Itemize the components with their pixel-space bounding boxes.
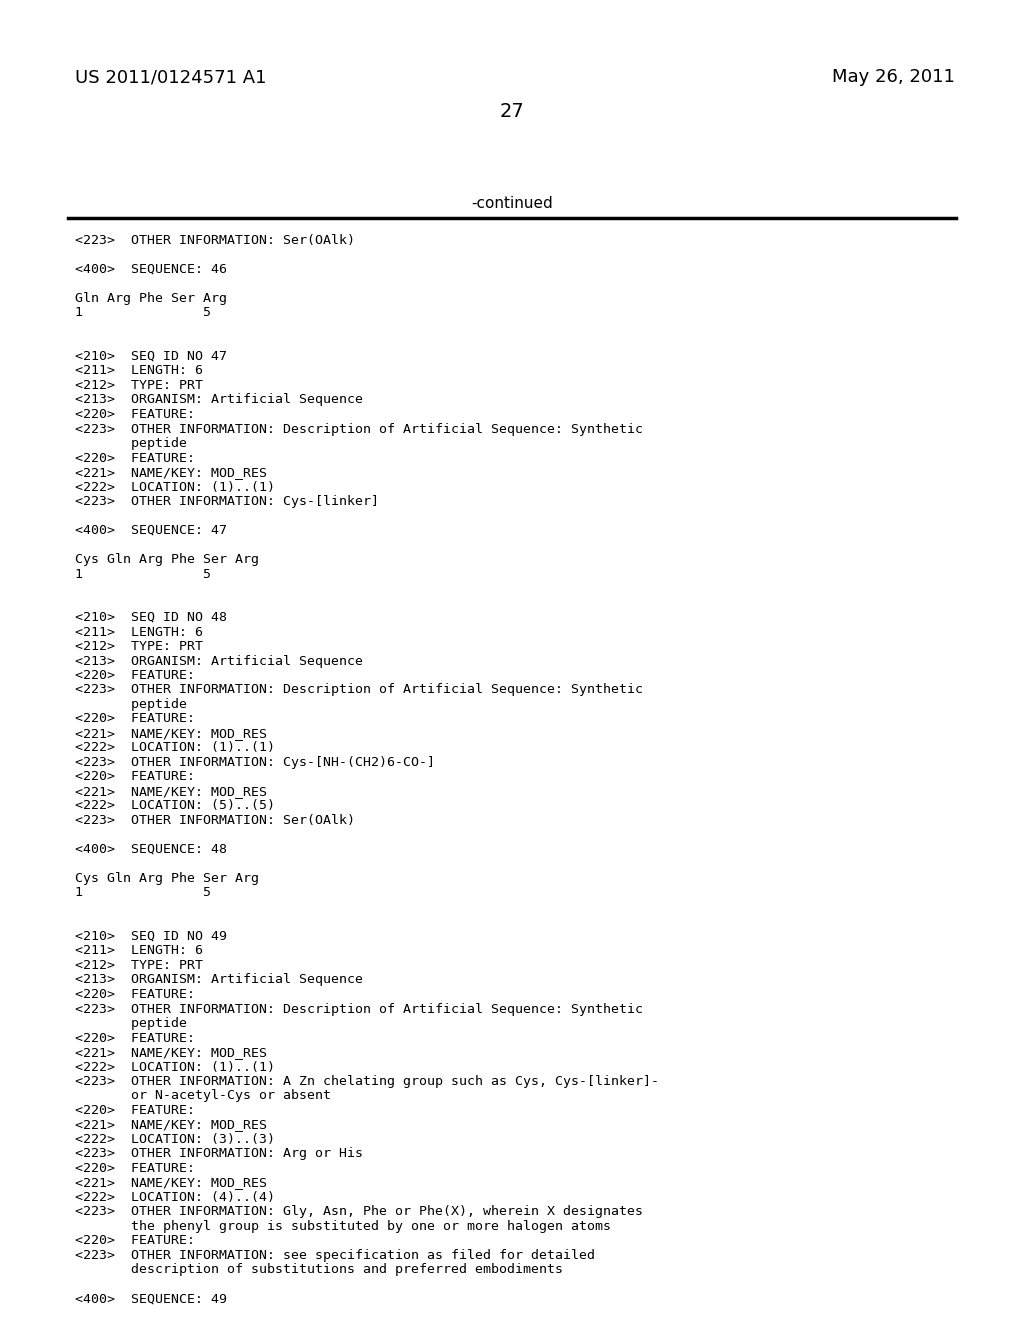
Text: <222>  LOCATION: (1)..(1): <222> LOCATION: (1)..(1) xyxy=(75,1060,275,1073)
Text: <220>  FEATURE:: <220> FEATURE: xyxy=(75,1234,195,1247)
Text: peptide: peptide xyxy=(75,1016,187,1030)
Text: <211>  LENGTH: 6: <211> LENGTH: 6 xyxy=(75,626,203,639)
Text: <223>  OTHER INFORMATION: Description of Artificial Sequence: Synthetic: <223> OTHER INFORMATION: Description of … xyxy=(75,422,643,436)
Text: Cys Gln Arg Phe Ser Arg: Cys Gln Arg Phe Ser Arg xyxy=(75,553,259,566)
Text: the phenyl group is substituted by one or more halogen atoms: the phenyl group is substituted by one o… xyxy=(75,1220,611,1233)
Text: 1               5: 1 5 xyxy=(75,306,211,319)
Text: <221>  NAME/KEY: MOD_RES: <221> NAME/KEY: MOD_RES xyxy=(75,466,267,479)
Text: <211>  LENGTH: 6: <211> LENGTH: 6 xyxy=(75,945,203,957)
Text: <223>  OTHER INFORMATION: Description of Artificial Sequence: Synthetic: <223> OTHER INFORMATION: Description of … xyxy=(75,684,643,697)
Text: <222>  LOCATION: (1)..(1): <222> LOCATION: (1)..(1) xyxy=(75,742,275,755)
Text: <222>  LOCATION: (1)..(1): <222> LOCATION: (1)..(1) xyxy=(75,480,275,494)
Text: <220>  FEATURE:: <220> FEATURE: xyxy=(75,771,195,784)
Text: <223>  OTHER INFORMATION: Description of Artificial Sequence: Synthetic: <223> OTHER INFORMATION: Description of … xyxy=(75,1002,643,1015)
Text: Cys Gln Arg Phe Ser Arg: Cys Gln Arg Phe Ser Arg xyxy=(75,873,259,884)
Text: <213>  ORGANISM: Artificial Sequence: <213> ORGANISM: Artificial Sequence xyxy=(75,393,362,407)
Text: <221>  NAME/KEY: MOD_RES: <221> NAME/KEY: MOD_RES xyxy=(75,727,267,741)
Text: <400>  SEQUENCE: 46: <400> SEQUENCE: 46 xyxy=(75,263,227,276)
Text: <220>  FEATURE:: <220> FEATURE: xyxy=(75,987,195,1001)
Text: Gln Arg Phe Ser Arg: Gln Arg Phe Ser Arg xyxy=(75,292,227,305)
Text: <210>  SEQ ID NO 47: <210> SEQ ID NO 47 xyxy=(75,350,227,363)
Text: May 26, 2011: May 26, 2011 xyxy=(833,69,955,86)
Text: <210>  SEQ ID NO 49: <210> SEQ ID NO 49 xyxy=(75,931,227,942)
Text: <221>  NAME/KEY: MOD_RES: <221> NAME/KEY: MOD_RES xyxy=(75,1045,267,1059)
Text: <220>  FEATURE:: <220> FEATURE: xyxy=(75,451,195,465)
Text: <223>  OTHER INFORMATION: A Zn chelating group such as Cys, Cys-[linker]-: <223> OTHER INFORMATION: A Zn chelating … xyxy=(75,1074,659,1088)
Text: <221>  NAME/KEY: MOD_RES: <221> NAME/KEY: MOD_RES xyxy=(75,1176,267,1189)
Text: <213>  ORGANISM: Artificial Sequence: <213> ORGANISM: Artificial Sequence xyxy=(75,655,362,668)
Text: <223>  OTHER INFORMATION: Ser(OAlk): <223> OTHER INFORMATION: Ser(OAlk) xyxy=(75,814,355,828)
Text: peptide: peptide xyxy=(75,437,187,450)
Text: <223>  OTHER INFORMATION: Cys-[NH-(CH2)6-CO-]: <223> OTHER INFORMATION: Cys-[NH-(CH2)6-… xyxy=(75,756,435,770)
Text: <210>  SEQ ID NO 48: <210> SEQ ID NO 48 xyxy=(75,611,227,624)
Text: US 2011/0124571 A1: US 2011/0124571 A1 xyxy=(75,69,266,86)
Text: <221>  NAME/KEY: MOD_RES: <221> NAME/KEY: MOD_RES xyxy=(75,785,267,799)
Text: <220>  FEATURE:: <220> FEATURE: xyxy=(75,1162,195,1175)
Text: <220>  FEATURE:: <220> FEATURE: xyxy=(75,408,195,421)
Text: 1               5: 1 5 xyxy=(75,887,211,899)
Text: <220>  FEATURE:: <220> FEATURE: xyxy=(75,713,195,726)
Text: <220>  FEATURE:: <220> FEATURE: xyxy=(75,669,195,682)
Text: <400>  SEQUENCE: 49: <400> SEQUENCE: 49 xyxy=(75,1292,227,1305)
Text: <223>  OTHER INFORMATION: Ser(OAlk): <223> OTHER INFORMATION: Ser(OAlk) xyxy=(75,234,355,247)
Text: <212>  TYPE: PRT: <212> TYPE: PRT xyxy=(75,960,203,972)
Text: -continued: -continued xyxy=(471,195,553,211)
Text: 1               5: 1 5 xyxy=(75,568,211,581)
Text: <213>  ORGANISM: Artificial Sequence: <213> ORGANISM: Artificial Sequence xyxy=(75,974,362,986)
Text: or N-acetyl-Cys or absent: or N-acetyl-Cys or absent xyxy=(75,1089,331,1102)
Text: peptide: peptide xyxy=(75,698,187,711)
Text: 27: 27 xyxy=(500,102,524,121)
Text: <222>  LOCATION: (4)..(4): <222> LOCATION: (4)..(4) xyxy=(75,1191,275,1204)
Text: description of substitutions and preferred embodiments: description of substitutions and preferr… xyxy=(75,1263,563,1276)
Text: <223>  OTHER INFORMATION: Cys-[linker]: <223> OTHER INFORMATION: Cys-[linker] xyxy=(75,495,379,508)
Text: <222>  LOCATION: (5)..(5): <222> LOCATION: (5)..(5) xyxy=(75,800,275,813)
Text: <221>  NAME/KEY: MOD_RES: <221> NAME/KEY: MOD_RES xyxy=(75,1118,267,1131)
Text: <223>  OTHER INFORMATION: Arg or His: <223> OTHER INFORMATION: Arg or His xyxy=(75,1147,362,1160)
Text: <211>  LENGTH: 6: <211> LENGTH: 6 xyxy=(75,364,203,378)
Text: <220>  FEATURE:: <220> FEATURE: xyxy=(75,1104,195,1117)
Text: <223>  OTHER INFORMATION: Gly, Asn, Phe or Phe(X), wherein X designates: <223> OTHER INFORMATION: Gly, Asn, Phe o… xyxy=(75,1205,643,1218)
Text: <222>  LOCATION: (3)..(3): <222> LOCATION: (3)..(3) xyxy=(75,1133,275,1146)
Text: <400>  SEQUENCE: 48: <400> SEQUENCE: 48 xyxy=(75,843,227,855)
Text: <400>  SEQUENCE: 47: <400> SEQUENCE: 47 xyxy=(75,524,227,537)
Text: <220>  FEATURE:: <220> FEATURE: xyxy=(75,1031,195,1044)
Text: <212>  TYPE: PRT: <212> TYPE: PRT xyxy=(75,640,203,653)
Text: <223>  OTHER INFORMATION: see specification as filed for detailed: <223> OTHER INFORMATION: see specificati… xyxy=(75,1249,595,1262)
Text: <212>  TYPE: PRT: <212> TYPE: PRT xyxy=(75,379,203,392)
